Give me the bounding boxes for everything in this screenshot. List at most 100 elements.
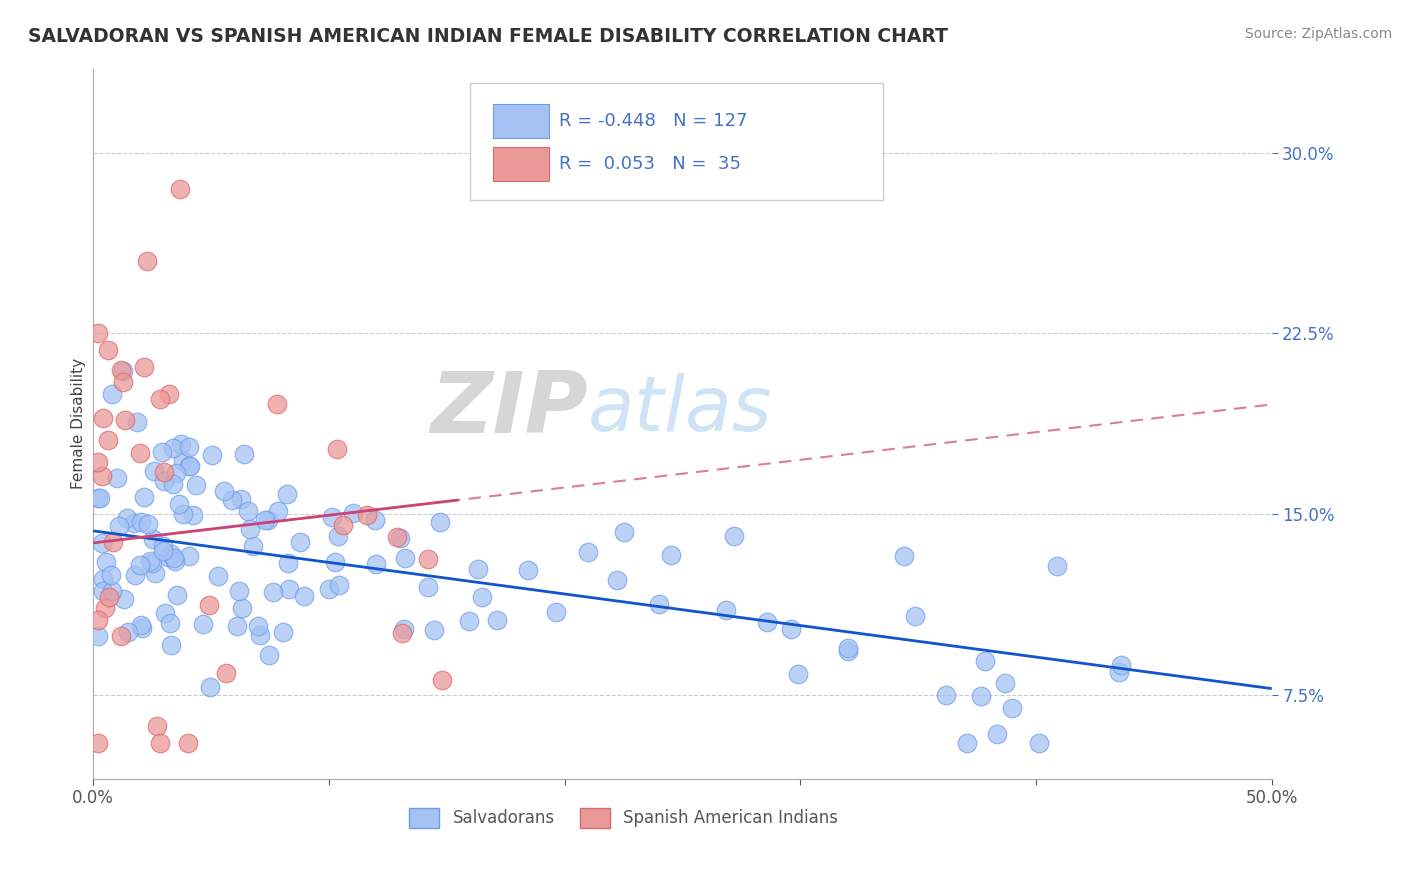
Point	[198, 681, 221, 695]
Point	[994, 675, 1017, 690]
Point	[93, 572, 115, 586]
Point	[904, 608, 927, 623]
Point	[169, 437, 191, 451]
Point	[132, 360, 155, 375]
Point	[91, 468, 114, 483]
Point	[114, 412, 136, 426]
Point	[98, 591, 121, 605]
Point	[262, 585, 284, 599]
Point	[111, 375, 134, 389]
Point	[160, 638, 183, 652]
Point	[91, 410, 114, 425]
Point	[141, 556, 163, 570]
Point	[986, 727, 1008, 741]
Point	[124, 567, 146, 582]
Point	[257, 513, 280, 527]
FancyBboxPatch shape	[492, 104, 550, 138]
Point	[163, 551, 186, 566]
Point	[236, 504, 259, 518]
Point	[458, 615, 481, 629]
Point	[132, 490, 155, 504]
Point	[321, 510, 343, 524]
Point	[323, 555, 346, 569]
Point	[225, 618, 247, 632]
Text: atlas: atlas	[588, 373, 773, 447]
Point	[165, 467, 187, 481]
Point	[215, 666, 238, 681]
Point	[157, 386, 180, 401]
Point	[169, 182, 191, 196]
Point	[179, 459, 201, 474]
Point	[755, 615, 778, 629]
Point	[100, 584, 122, 599]
Point	[332, 518, 354, 533]
Point	[129, 515, 152, 529]
Text: Source: ZipAtlas.com: Source: ZipAtlas.com	[1244, 27, 1392, 41]
Point	[115, 510, 138, 524]
Point	[87, 326, 110, 341]
Point	[101, 387, 124, 401]
Point	[1108, 665, 1130, 679]
Point	[160, 547, 183, 561]
Point	[356, 508, 378, 522]
Point	[152, 544, 174, 558]
Point	[155, 606, 177, 620]
Text: SALVADORAN VS SPANISH AMERICAN INDIAN FEMALE DISABILITY CORRELATION CHART: SALVADORAN VS SPANISH AMERICAN INDIAN FE…	[28, 27, 948, 45]
Point	[366, 557, 388, 571]
Point	[935, 688, 957, 702]
Point	[91, 584, 114, 599]
Legend: Salvadorans, Spanish American Indians: Salvadorans, Spanish American Indians	[402, 801, 845, 835]
Point	[201, 448, 224, 462]
Point	[271, 625, 294, 640]
Point	[893, 549, 915, 563]
Point	[266, 397, 288, 411]
Point	[89, 491, 111, 506]
Point	[105, 471, 128, 485]
Point	[142, 464, 165, 478]
Point	[135, 254, 157, 268]
Point	[128, 446, 150, 460]
Point	[172, 507, 194, 521]
Point	[231, 601, 253, 615]
Point	[207, 568, 229, 582]
Point	[232, 447, 254, 461]
Point	[714, 603, 737, 617]
Text: R = -0.448   N = 127: R = -0.448 N = 127	[558, 112, 747, 130]
Text: R =  0.053   N =  35: R = 0.053 N = 35	[558, 154, 741, 173]
Point	[117, 624, 139, 639]
Point	[193, 616, 215, 631]
Point	[659, 548, 682, 562]
Point	[249, 628, 271, 642]
Point	[93, 601, 115, 615]
Point	[1109, 658, 1132, 673]
Point	[422, 624, 444, 638]
Point	[221, 493, 243, 508]
Point	[288, 535, 311, 549]
Text: ZIP: ZIP	[430, 368, 588, 451]
FancyBboxPatch shape	[492, 146, 550, 181]
Point	[647, 598, 669, 612]
Point	[257, 648, 280, 662]
Point	[389, 532, 412, 546]
Point	[253, 513, 276, 527]
Point	[516, 563, 538, 577]
Point	[1001, 701, 1024, 715]
Point	[110, 629, 132, 643]
Point	[136, 516, 159, 531]
Point	[153, 475, 176, 489]
Point	[97, 343, 120, 358]
Point	[159, 615, 181, 630]
Point	[318, 582, 340, 596]
Point	[779, 623, 801, 637]
Point	[326, 528, 349, 542]
Point	[391, 625, 413, 640]
Point	[142, 532, 165, 546]
Point	[111, 364, 134, 378]
Point	[100, 567, 122, 582]
Point	[101, 535, 124, 549]
Point	[471, 590, 494, 604]
Point	[152, 539, 174, 553]
Point	[177, 440, 200, 454]
FancyBboxPatch shape	[471, 83, 883, 200]
Point	[267, 504, 290, 518]
